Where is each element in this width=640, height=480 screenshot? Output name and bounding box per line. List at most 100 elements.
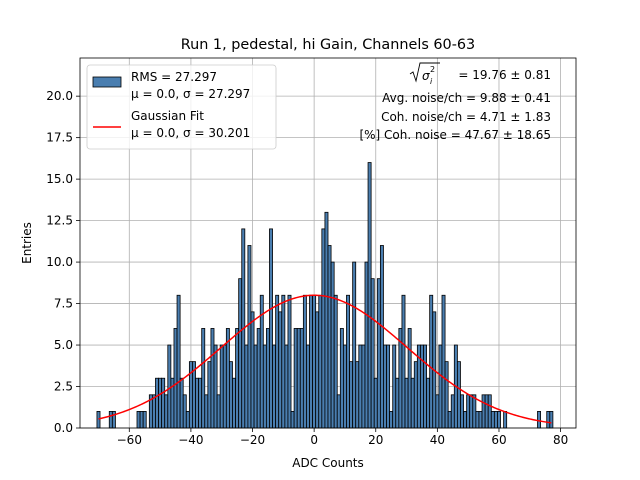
histogram-bar [238,278,243,429]
gaussian-fit-curve [98,294,552,424]
histogram-bar [349,361,354,429]
histogram-bar [456,361,461,429]
histogram-bar [497,411,501,429]
x-axis-label: ADC Counts [292,456,364,470]
chart-title: Run 1, pedestal, hi Gain, Channels 60-63 [181,37,475,53]
histogram-bar [265,328,270,429]
histogram-bar [229,361,233,429]
histogram-bar [179,377,184,429]
histogram-bar [198,377,203,429]
histogram-bar [185,411,190,429]
histogram-bar [395,377,400,429]
histogram-bar [207,361,212,429]
histogram-bar [216,394,221,429]
histogram-bar [287,294,292,429]
histogram-bar [293,328,298,429]
histogram-bar [195,377,200,429]
histogram-bar [370,278,375,429]
legend-fit-params: μ = 0.0, σ = 30.201 [131,126,250,140]
histogram-bar [435,394,440,429]
histogram-bar [142,411,147,429]
histogram-bar [269,228,273,429]
histogram-bar [413,361,418,429]
histogram-bar [330,261,335,429]
histogram-bar [324,211,329,429]
legend-fit-label: Gaussian Fit [131,109,204,123]
histogram-bar [392,344,397,429]
histogram-bar [299,328,304,429]
histogram-bar [429,294,434,429]
histogram-bar [201,328,206,429]
stats-coh-noise: Coh. noise/ch = 4.71 ± 1.83 [381,110,551,124]
stats-annotation: σ 2 i = 19.76 ± 0.81 Avg. noise/ch = 9.8… [359,62,551,142]
histogram-bar [210,328,215,429]
histogram-bar [460,394,464,429]
histogram-bar [312,294,317,429]
histogram-bar [275,294,280,429]
legend-histogram-swatch [92,76,122,88]
histogram-bar [281,294,286,429]
histogram-bar [173,328,178,429]
histogram-bar [546,411,551,429]
histogram-bar [253,344,258,429]
y-tick-label: 12.5 [46,214,73,228]
legend-histogram-label: RMS = 27.297 [131,70,217,84]
histogram-bar [503,411,508,429]
histogram-bar [469,394,474,429]
histogram-bar [361,344,366,429]
svg-text:i: i [430,77,433,86]
histogram-bar [355,361,360,429]
histogram-bar [167,344,172,429]
histogram-bar [444,361,449,429]
histogram-bar [426,377,431,429]
histogram-bar [219,344,224,429]
histogram-bar [315,311,320,429]
histogram-bar [339,328,344,429]
histogram-bar [481,394,486,429]
stats-coh-noise-percent: [%] Coh. noise = 47.67 ± 18.65 [359,128,551,142]
histogram-bar [389,411,394,429]
histogram-bar [404,377,409,429]
histogram-bar [247,245,252,429]
x-tick-label: 60 [491,433,506,447]
histogram-bar [256,328,261,429]
x-tick-label: 80 [553,433,568,447]
histogram-bar [321,228,326,429]
y-tick-label: 5.0 [54,338,73,352]
x-tick-label: −20 [240,433,265,447]
y-axis-ticks: 0.0 2.5 5.0 7.5 10.0 12.5 15.0 17.5 20.0 [46,89,80,435]
histogram-bar [336,394,341,429]
histogram-bar [213,344,218,429]
y-tick-label: 10.0 [46,255,73,269]
legend-box [86,64,277,150]
x-tick-label: 0 [310,433,318,447]
x-tick-label: 40 [430,433,445,447]
y-tick-label: 17.5 [46,131,73,145]
histogram-bar [182,394,187,429]
histogram-bar [284,344,289,429]
histogram-bar [250,311,255,429]
histogram-bar [358,344,363,429]
histogram-bar [176,294,181,429]
histogram-bar [232,377,236,429]
histogram-bar [333,294,338,429]
y-tick-label: 7.5 [54,297,73,311]
histogram-bar [438,344,443,429]
histogram-bar [364,261,369,429]
y-axis-label: Entries [20,222,34,264]
histogram-bar [423,344,427,429]
histogram-bar [537,411,541,429]
legend-histogram-params: μ = 0.0, σ = 27.297 [131,87,250,101]
histogram-bar [290,411,295,429]
histogram-bar [450,394,455,429]
y-tick-label: 0.0 [54,421,73,435]
x-tick-label: −60 [117,433,142,447]
x-axis-ticks: −60 −40 −20 0 20 40 60 80 [117,428,568,447]
histogram-bar [386,344,391,429]
histogram-bar [155,377,159,429]
svg-text:σ: σ [422,69,430,83]
histogram-bar [463,411,468,429]
histogram-bar [447,411,452,429]
histogram-bar [262,344,267,429]
